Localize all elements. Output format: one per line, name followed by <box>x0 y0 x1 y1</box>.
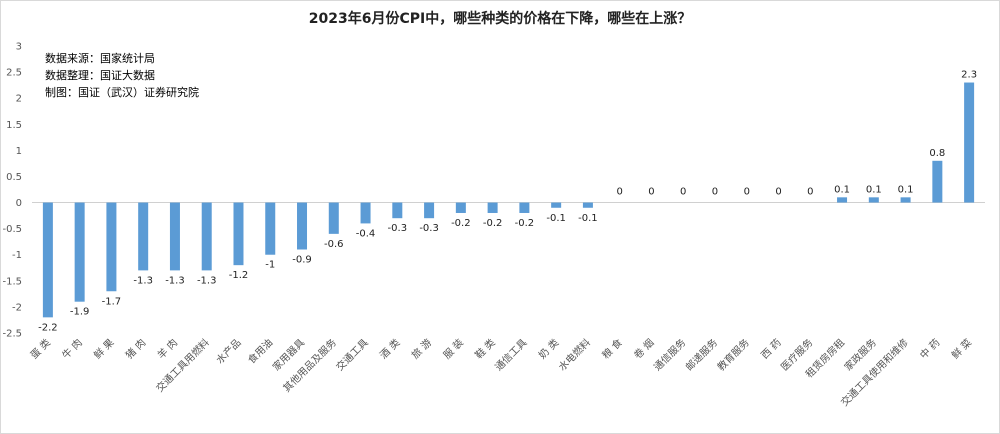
y-tick-label: -2.5 <box>2 329 22 340</box>
data-label: -1.7 <box>102 296 122 307</box>
bar <box>582 202 593 208</box>
bar <box>519 202 530 213</box>
y-tick-label: 1.5 <box>6 120 22 131</box>
bar <box>900 197 911 203</box>
bar <box>455 202 466 213</box>
y-tick-label: 2 <box>16 94 22 105</box>
category-label: 水产品 <box>213 336 243 366</box>
category-label: 西 药 <box>759 337 784 362</box>
data-label: -1.9 <box>70 307 90 318</box>
data-label: 0 <box>712 187 718 198</box>
data-label: 0 <box>744 187 750 198</box>
y-tick-label: 3 <box>16 42 22 53</box>
category-label: 卷 烟 <box>631 336 657 362</box>
source-note-data-compiler: 数据整理：国证大数据 <box>45 69 155 82</box>
category-label: 通信工具 <box>493 337 530 374</box>
data-label: -1.2 <box>229 270 249 281</box>
bar <box>233 202 244 266</box>
bar <box>551 202 562 208</box>
category-label: 旅 游 <box>409 336 435 362</box>
source-notes: 数据来源：国家统计局 数据整理：国证大数据 制图：国证（武汉）证券研究院 <box>45 50 199 101</box>
category-label: 通信服务 <box>651 336 688 373</box>
y-tick-label: 0 <box>16 198 22 209</box>
bar <box>868 197 879 203</box>
category-label: 鲜 果 <box>91 336 117 362</box>
category-label: 蛋 类 <box>27 336 53 362</box>
data-label: 0 <box>648 187 654 198</box>
y-tick-label: -1.5 <box>2 276 22 287</box>
bar <box>424 202 435 219</box>
source-note-data-source: 数据来源：国家统计局 <box>45 52 155 65</box>
category-label: 鞋 类 <box>472 336 498 362</box>
bar <box>360 202 371 224</box>
data-label: -0.6 <box>324 239 344 250</box>
category-label: 酒 类 <box>377 336 403 362</box>
bar <box>265 202 276 255</box>
category-label: 交通工具用燃料 <box>153 336 212 395</box>
category-label: 粮 食 <box>599 336 625 362</box>
data-label: -0.2 <box>483 218 503 229</box>
category-label: 食用油 <box>245 336 275 366</box>
data-label: -0.9 <box>292 255 312 266</box>
category-label: 服 装 <box>440 336 466 362</box>
data-label: -0.2 <box>451 218 471 229</box>
chart-title: 2023年6月份CPI中，哪些种类的价格在下降，哪些在上涨？ <box>308 11 692 27</box>
data-label: -1.3 <box>133 275 153 286</box>
source-note-chart-maker: 制图：国证（武汉）证券研究院 <box>45 86 199 99</box>
bar <box>964 82 975 203</box>
bar <box>106 202 117 292</box>
category-label: 教育服务 <box>714 336 751 373</box>
data-label: -0.3 <box>388 223 408 234</box>
category-label: 奶 类 <box>536 336 562 362</box>
category-label: 中 药 <box>917 336 943 362</box>
y-tick-label: 2.5 <box>6 68 22 79</box>
data-label: -1 <box>265 260 275 271</box>
data-label: 0.8 <box>929 148 945 159</box>
category-label: 猪 肉 <box>123 336 149 362</box>
category-label: 水电燃料 <box>556 336 593 373</box>
category-label: 羊 肉 <box>154 336 180 362</box>
data-label: 0 <box>616 187 622 198</box>
category-label: 交通工具 <box>333 336 370 373</box>
data-label: 0.1 <box>866 184 882 195</box>
bar <box>328 202 339 234</box>
y-tick-label: 0.5 <box>6 172 22 183</box>
bar <box>169 202 180 271</box>
category-label: 其他用品及服务 <box>280 336 339 395</box>
data-label: -0.3 <box>419 223 439 234</box>
data-label: -0.1 <box>546 213 566 224</box>
category-label: 邮递服务 <box>683 336 720 373</box>
y-tick-label: -1 <box>12 250 22 261</box>
bar <box>74 202 85 302</box>
data-label: 0.1 <box>834 184 850 195</box>
data-label: -0.4 <box>356 228 376 239</box>
category-label: 鲜 菜 <box>949 336 975 362</box>
bar <box>932 160 943 203</box>
data-label: 0 <box>775 187 781 198</box>
data-label: 0.1 <box>898 184 914 195</box>
bar <box>138 202 149 271</box>
data-label: -0.2 <box>515 218 535 229</box>
y-tick-label: 1 <box>16 146 22 157</box>
data-label: 2.3 <box>961 70 977 81</box>
data-label: -2.2 <box>38 322 58 333</box>
y-tick-label: -2 <box>12 302 22 313</box>
data-label: -1.3 <box>197 275 217 286</box>
y-tick-label: -0.5 <box>2 224 22 235</box>
data-label: -1.3 <box>165 275 185 286</box>
data-label: 0 <box>807 187 813 198</box>
data-label: -0.1 <box>578 213 598 224</box>
bar <box>297 202 308 250</box>
category-label: 牛 肉 <box>59 336 85 362</box>
bar <box>487 202 498 213</box>
bar <box>837 197 848 203</box>
bar <box>392 202 403 219</box>
bar <box>42 202 53 318</box>
data-label: 0 <box>680 187 686 198</box>
bar <box>201 202 212 271</box>
